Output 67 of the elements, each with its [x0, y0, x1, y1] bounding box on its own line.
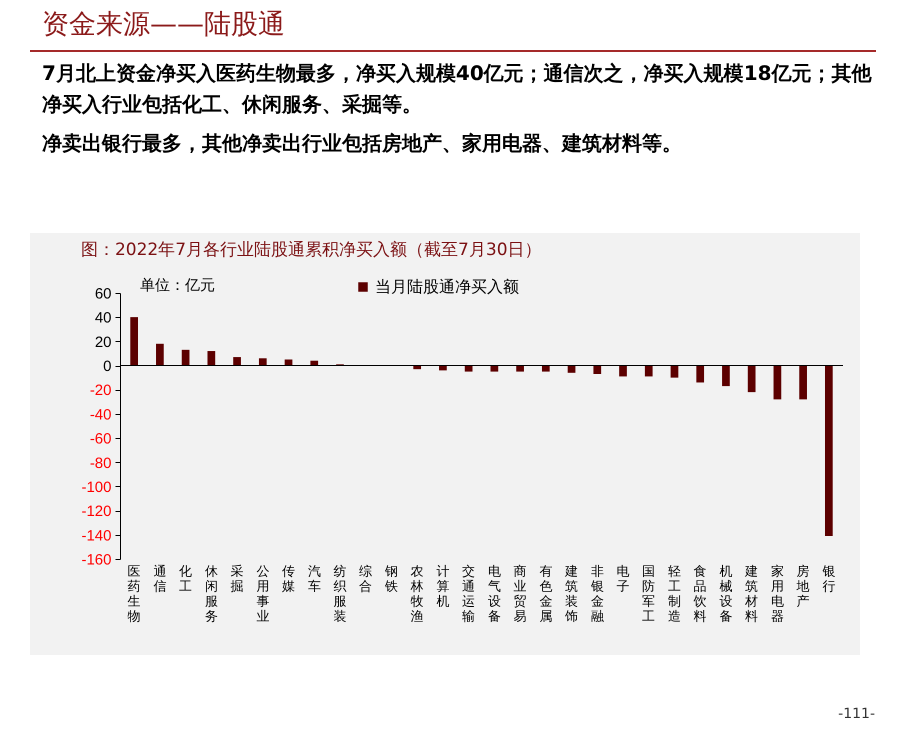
- y-tick-label: -140: [81, 527, 112, 544]
- bar: [156, 344, 164, 366]
- x-tick-label: 公用事业: [256, 564, 270, 624]
- bar: [593, 366, 602, 374]
- bar: [799, 366, 807, 400]
- x-tick-label: 商业贸易: [514, 564, 527, 624]
- text: 净卖出银行最多，其他净卖出行业包括房地产、家用电器、建筑材料等。: [42, 130, 683, 157]
- bar: [310, 360, 318, 366]
- x-tick-label: 有色金属: [539, 564, 552, 624]
- bar: [748, 366, 756, 392]
- x-tick-label: 机械设备: [719, 564, 732, 624]
- chart-title: 图：2022年7月各行业陆股通累积净买入额（截至7月30日）: [80, 240, 542, 260]
- x-tick-label: 电子: [616, 564, 630, 594]
- y-tick-label: -60: [90, 430, 112, 448]
- bar: [670, 366, 678, 378]
- x-tick-label: 通信: [153, 564, 166, 594]
- x-tick-label: 农林牧渔: [410, 564, 424, 624]
- x-tick-label: 交通运输: [462, 564, 476, 624]
- x-tick-label: 综合: [359, 564, 372, 594]
- y-tick-label: 60: [94, 286, 112, 302]
- x-tick-label: 纺织服装: [333, 564, 346, 624]
- y-tick-label: -80: [90, 454, 112, 472]
- bar: [824, 366, 833, 536]
- bar: [130, 317, 138, 366]
- text: 7月北上资金净买入医药生物最多，净买入规模40亿元；通信次之，净买入规模18亿元；其他净买入行业包括化工、休闲服务、采掘等。: [42, 60, 872, 118]
- legend-label: 当月陆股通净买入额: [375, 277, 519, 296]
- x-tick-label: 汽车: [308, 564, 321, 594]
- x-tick-label: 国防军工: [642, 564, 656, 624]
- x-tick-label: 建筑材料: [744, 564, 758, 624]
- bar: [696, 366, 704, 382]
- x-tick-label: 计算机: [436, 564, 450, 610]
- x-tick-label: 化工: [179, 564, 192, 594]
- bar: [619, 366, 627, 376]
- text: -111-: [838, 706, 875, 722]
- y-tick-label: 20: [94, 334, 112, 351]
- bar: [182, 350, 190, 366]
- x-tick-label: 食品饮料: [692, 564, 707, 624]
- x-tick-label: 医药生物: [128, 564, 141, 624]
- x-tick-label: 房地产: [796, 564, 810, 610]
- bar: [233, 357, 241, 366]
- x-tick-label: 传媒: [282, 564, 296, 594]
- y-tick-label: -120: [81, 503, 112, 520]
- x-tick-label: 家用电器: [770, 564, 784, 624]
- bar: [774, 366, 782, 400]
- x-tick-label: 钢铁: [384, 564, 398, 594]
- y-tick-label: -100: [81, 478, 112, 496]
- bar: [722, 366, 730, 386]
- bar: [284, 360, 292, 366]
- text: 资金来源——陆股通: [42, 8, 285, 42]
- x-tick-label: 电气设备: [488, 564, 501, 624]
- x-tick-label: 建筑装饰: [564, 564, 578, 624]
- y-tick-label: -160: [81, 552, 112, 568]
- y-tick-label: 40: [94, 310, 112, 327]
- x-tick-label: 轻工制造: [668, 564, 681, 624]
- bar: [568, 366, 576, 373]
- y-tick-label: -40: [90, 406, 112, 424]
- y-tick-label: 0: [103, 358, 112, 376]
- x-tick-label: 银行: [821, 564, 836, 594]
- bar: [439, 366, 447, 370]
- x-tick-label: 采掘: [230, 564, 244, 594]
- bar: [516, 366, 524, 372]
- annotation: 单位：亿元: [140, 276, 215, 295]
- y-tick-label: -20: [90, 382, 112, 400]
- x-tick-label: 休闲服务: [204, 564, 218, 624]
- bar: [207, 351, 216, 366]
- x-tick-label: 非银金融: [590, 564, 604, 624]
- bar: [644, 366, 653, 376]
